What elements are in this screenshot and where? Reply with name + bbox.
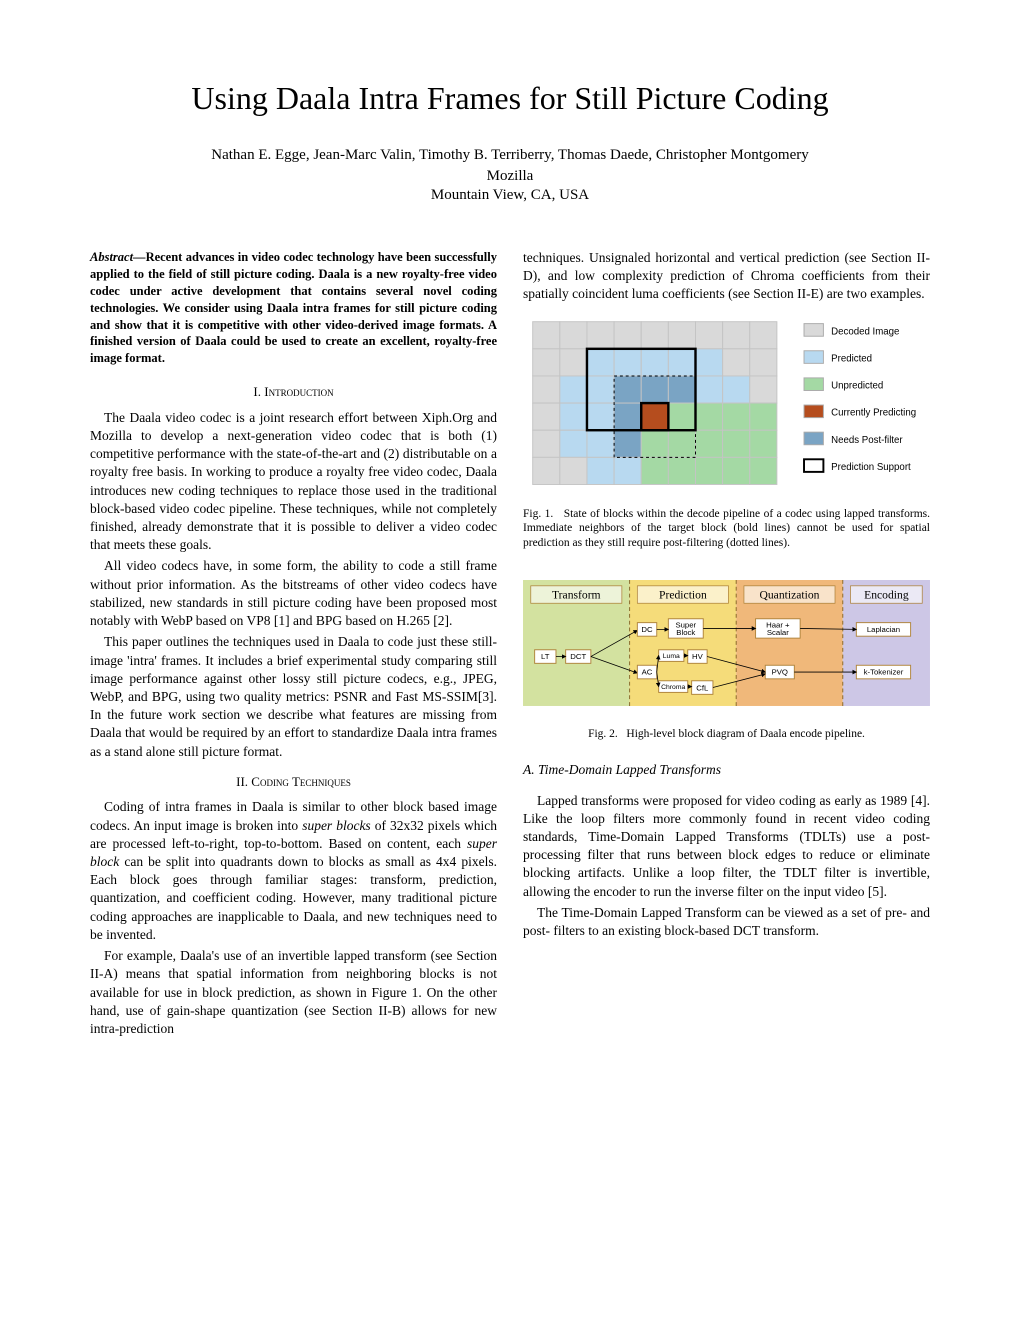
svg-text:Needs Post-filter: Needs Post-filter xyxy=(831,434,903,445)
svg-text:Decoded Image: Decoded Image xyxy=(831,326,899,337)
svg-text:Laplacian: Laplacian xyxy=(867,625,900,634)
section-2-head: II. Coding Techniques xyxy=(90,773,497,791)
paper-title: Using Daala Intra Frames for Still Pictu… xyxy=(90,80,930,117)
para-7: Lapped transforms were proposed for vide… xyxy=(523,792,930,901)
fig1-num: Fig. 1. xyxy=(523,508,553,520)
right-column: techniques. Unsignaled horizontal and ve… xyxy=(523,249,930,1041)
para-4: Coding of intra frames in Daala is simil… xyxy=(90,798,497,944)
subsection-a-head: A. Time-Domain Lapped Transforms xyxy=(523,761,930,779)
fig2-num: Fig. 2. xyxy=(588,728,618,740)
para-3: This paper outlines the techniques used … xyxy=(90,633,497,761)
para-4c: can be split into quadrants down to bloc… xyxy=(90,854,497,942)
svg-text:Unpredicted: Unpredicted xyxy=(831,380,883,391)
affiliation-org: Mozilla xyxy=(90,168,930,185)
svg-text:LT: LT xyxy=(541,652,550,661)
para-4-super1: super blocks xyxy=(302,818,371,833)
para-1: The Daala video codec is a joint researc… xyxy=(90,409,497,555)
fig2-caption: Fig. 2. High-level block diagram of Daal… xyxy=(523,727,930,741)
svg-text:DC: DC xyxy=(641,625,653,634)
svg-text:AC: AC xyxy=(642,668,653,677)
para-6: techniques. Unsignaled horizontal and ve… xyxy=(523,249,930,304)
svg-text:Transform: Transform xyxy=(552,589,601,602)
svg-text:Block: Block xyxy=(676,628,695,637)
abstract-text: Recent advances in video codec technolog… xyxy=(90,250,497,365)
svg-text:Prediction Support: Prediction Support xyxy=(831,462,911,473)
svg-text:Chroma: Chroma xyxy=(661,684,685,691)
svg-text:DCT: DCT xyxy=(570,652,586,661)
svg-text:Currently Predicting: Currently Predicting xyxy=(831,407,916,418)
svg-text:Scalar: Scalar xyxy=(767,628,789,637)
svg-text:Encoding: Encoding xyxy=(864,589,909,602)
abstract: Abstract—Recent advances in video codec … xyxy=(90,249,497,367)
svg-text:Luma: Luma xyxy=(663,653,680,660)
two-column-layout: Abstract—Recent advances in video codec … xyxy=(90,249,930,1041)
svg-text:CfL: CfL xyxy=(696,683,709,692)
authors: Nathan E. Egge, Jean-Marc Valin, Timothy… xyxy=(90,147,930,164)
fig1-caption: Fig. 1. State of blocks within the decod… xyxy=(523,507,930,550)
figure-1: Decoded Image Predicted Unpredicted Current… xyxy=(523,312,930,501)
fig2-caption-text: High-level block diagram of Daala encode… xyxy=(626,728,865,740)
para-2: All video codecs have, in some form, the… xyxy=(90,557,497,630)
svg-text:k-Tokenizer: k-Tokenizer xyxy=(864,668,904,677)
left-column: Abstract—Recent advances in video codec … xyxy=(90,249,497,1041)
svg-text:Quantization: Quantization xyxy=(759,589,819,602)
para-8: The Time-Domain Lapped Transform can be … xyxy=(523,904,930,940)
svg-text:Predicted: Predicted xyxy=(831,353,872,364)
svg-text:Prediction: Prediction xyxy=(659,589,707,602)
fig1-svg: Decoded Image Predicted Unpredicted Current… xyxy=(523,312,930,496)
fig1-caption-text: State of blocks within the decode pipeli… xyxy=(523,508,930,549)
affiliation-loc: Mountain View, CA, USA xyxy=(90,187,930,204)
svg-text:HV: HV xyxy=(692,652,704,661)
section-1-head: I. Introduction xyxy=(90,383,497,401)
fig2-svg: Transform Prediction Quantization Encoding L… xyxy=(523,580,930,716)
para-5: For example, Daala's use of an invertibl… xyxy=(90,947,497,1038)
abstract-label: Abstract— xyxy=(90,250,146,264)
figure-2: Transform Prediction Quantization Encoding L… xyxy=(523,580,930,721)
svg-text:PVQ: PVQ xyxy=(772,668,788,677)
